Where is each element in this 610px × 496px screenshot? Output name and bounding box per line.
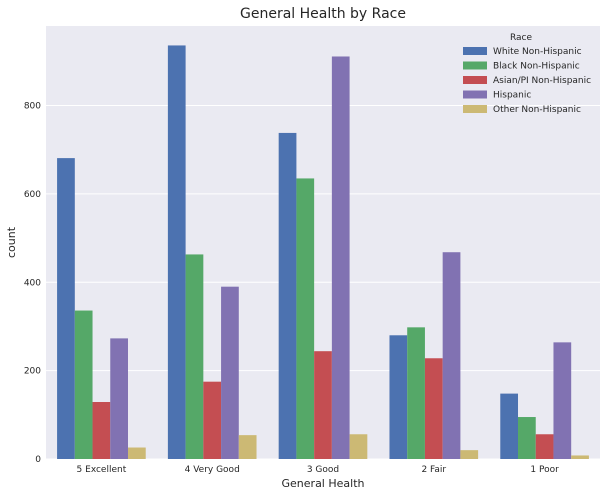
bar xyxy=(460,450,479,459)
bar xyxy=(221,286,239,459)
x-tick-label: 5 Excellent xyxy=(77,465,127,475)
legend-swatch xyxy=(463,90,487,99)
bar xyxy=(571,455,589,459)
legend-swatch xyxy=(463,105,487,113)
bar xyxy=(314,351,332,459)
bar xyxy=(203,381,222,459)
x-axis-label: General Health xyxy=(282,477,365,490)
bar xyxy=(442,252,461,459)
y-tick-label: 400 xyxy=(24,278,41,288)
legend-label: White Non-Hispanic xyxy=(493,47,582,57)
bar xyxy=(278,132,297,459)
y-axis-label: count xyxy=(5,226,18,258)
legend-swatch xyxy=(463,76,487,84)
legend-label: Asian/PI Non-Hispanic xyxy=(493,76,591,86)
bar xyxy=(500,393,519,459)
bar xyxy=(57,158,75,459)
y-axis-ticks: 0 200 400 600 800 xyxy=(24,102,41,465)
x-tick-label: 3 Good xyxy=(307,465,339,475)
bar xyxy=(331,56,350,460)
x-tick-label: 1 Poor xyxy=(530,465,559,475)
bar xyxy=(296,178,315,460)
legend-swatch xyxy=(463,47,487,55)
bar xyxy=(518,417,536,459)
y-tick-label: 600 xyxy=(24,190,41,200)
y-tick-label: 200 xyxy=(24,367,41,377)
legend-label: Black Non-Hispanic xyxy=(493,62,580,72)
legend-label: Hispanic xyxy=(493,91,531,101)
y-tick-label: 800 xyxy=(24,102,41,112)
bar xyxy=(74,310,93,459)
bar xyxy=(389,335,408,459)
legend-title: Race xyxy=(510,33,533,43)
x-tick-label: 2 Fair xyxy=(421,465,446,475)
bars xyxy=(57,45,589,460)
y-tick-label: 0 xyxy=(35,455,41,465)
bar xyxy=(185,254,204,459)
bar xyxy=(407,327,425,459)
bar xyxy=(127,447,146,459)
x-tick-label: 4 Very Good xyxy=(185,465,240,475)
legend: Race White Non-Hispanic Black Non-Hispani… xyxy=(463,33,591,115)
chart-title: General Health by Race xyxy=(240,6,406,22)
bar xyxy=(424,358,443,459)
legend-label: Other Non-Hispanic xyxy=(493,105,581,115)
bar xyxy=(167,45,186,459)
bar xyxy=(349,434,368,459)
legend-swatch xyxy=(463,61,487,70)
bar xyxy=(110,338,128,459)
bar xyxy=(535,434,554,459)
bar xyxy=(92,402,111,459)
x-axis-ticks: 5 Excellent 4 Very Good 3 Good 2 Fair 1 Poor xyxy=(77,465,560,475)
bar xyxy=(553,342,572,459)
bar xyxy=(238,435,257,459)
